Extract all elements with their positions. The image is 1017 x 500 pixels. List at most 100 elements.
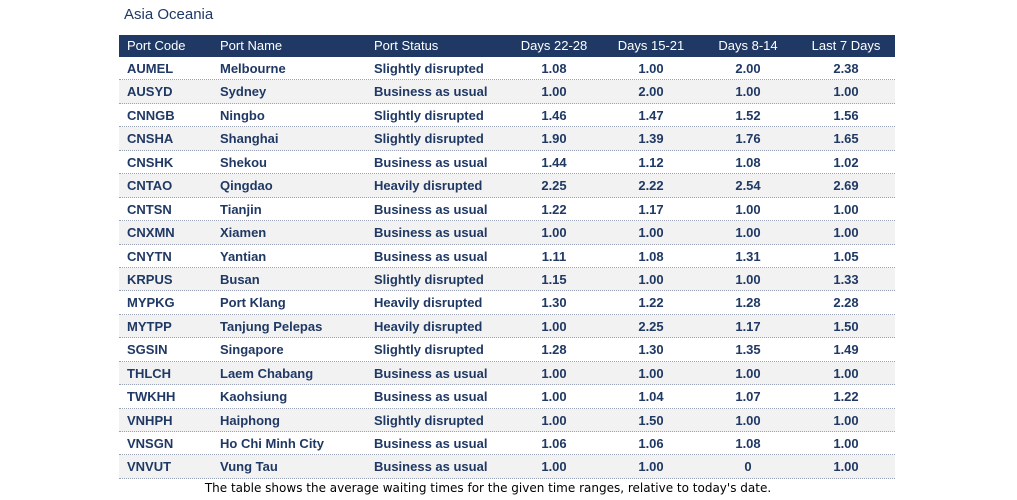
table-cell: 1.00: [833, 365, 859, 381]
table-cell: Business as usual: [374, 365, 488, 381]
table-cell: Slightly disrupted: [374, 342, 484, 358]
table-row: CNSHA Shanghai Slightly disrupted 1.90 1.39 1…: [119, 127, 895, 151]
table-row: CNYTN Yantian Business as usual 1.11 1.08 1.3…: [119, 245, 895, 268]
table-cell: 0: [744, 459, 752, 475]
table-cell: 1.46: [541, 107, 567, 123]
header-cell: Last 7 Days: [811, 38, 881, 53]
table-cell: 1.47: [638, 107, 664, 123]
table-cell: Business as usual: [374, 389, 488, 405]
table-cell: 1.12: [638, 154, 664, 170]
table-cell: 1.56: [833, 107, 859, 123]
table-cell: Ho Chi Minh City: [220, 436, 324, 451]
table-cell: 1.04: [638, 389, 664, 405]
table-cell: 1.52: [735, 107, 761, 123]
table-row: MYPKG Port Klang Heavily disrupted 1.30 1.22…: [119, 291, 895, 315]
table-cell: 1.28: [735, 295, 761, 311]
table-cell: 1.00: [833, 412, 859, 428]
table-cell: Slightly disrupted: [374, 107, 484, 123]
table-row: KRPUS Busan Slightly disrupted 1.15 1.00 1.00…: [119, 267, 895, 292]
table-cell: VNVUT: [127, 459, 172, 475]
table-cell: Melbourne: [220, 61, 286, 76]
table-cell: 1.00: [638, 271, 664, 287]
table-cell: TWKHH: [127, 389, 176, 405]
table-cell: VNSGN: [127, 436, 174, 451]
table-cell: 1.00: [541, 225, 567, 241]
table-cell: 1.30: [638, 342, 664, 358]
table-row: CNSHK Shekou Business as usual 1.44 1.12 1.08…: [119, 151, 895, 175]
table-cell: THLCH: [127, 365, 172, 381]
table-cell: 2.69: [833, 178, 859, 194]
table-cell: 1.00: [638, 365, 664, 381]
table-cell: 1.00: [735, 365, 761, 381]
table-cell: 1.15: [541, 271, 567, 287]
table-cell: 1.11: [541, 248, 567, 264]
table-cell: 1.00: [833, 436, 859, 451]
table-cell: 2.28: [833, 295, 859, 311]
table-cell: 1.00: [638, 61, 664, 76]
table-cell: 1.00: [541, 365, 567, 381]
table-cell: CNYTN: [127, 248, 172, 264]
table-cell: 1.00: [541, 412, 567, 428]
table-row: VNVUT Vung Tau Business as usual 1.00 1.00 0 1…: [119, 455, 895, 479]
table-cell: 1.00: [638, 225, 664, 241]
table-cell: 2.54: [735, 178, 761, 194]
table-cell: 1.00: [541, 459, 567, 475]
table-title: Asia Oceania: [124, 6, 214, 23]
table-cell: Tanjung Pelepas: [220, 318, 323, 334]
table-cell: 1.00: [833, 84, 859, 100]
header-row: Port Code Port Name Port Status Days 22-28 D…: [119, 35, 895, 57]
table-cell: CNXMN: [127, 225, 175, 241]
table-cell: Business as usual: [374, 248, 488, 264]
table-cell: Qingdao: [220, 178, 273, 194]
table-cell: 2.25: [541, 178, 567, 194]
table: Port Code Port Name Port Status Days 22-28 D…: [119, 35, 895, 479]
table-cell: 1.08: [541, 61, 567, 76]
table-cell: Laem Chabang: [220, 365, 314, 381]
caption: The table shows the average waiting time…: [204, 481, 772, 495]
table-cell: Shanghai: [220, 131, 279, 147]
table-cell: 1.00: [833, 225, 859, 241]
table-cell: 1.50: [833, 318, 859, 334]
table-cell: 1.00: [735, 412, 761, 428]
table-cell: Business as usual: [374, 84, 488, 100]
table-cell: 1.28: [541, 342, 567, 358]
table-cell: 1.00: [833, 459, 859, 475]
table-cell: 2.22: [638, 178, 664, 194]
table-cell: Ningbo: [220, 107, 265, 123]
table-cell: CNNGB: [127, 107, 175, 123]
table-row: MYTPP Tanjung Pelepas Heavily disrupted 1.0…: [119, 314, 895, 339]
table-cell: Slightly disrupted: [374, 412, 484, 428]
table-cell: 1.31: [735, 248, 761, 264]
table-row: AUSYD Sydney Business as usual 1.00 2.00 1.00…: [119, 80, 895, 104]
table-cell: 1.49: [833, 342, 859, 358]
table-cell: 1.76: [735, 131, 761, 147]
table-cell: Slightly disrupted: [374, 131, 484, 147]
table-cell: Sydney: [220, 84, 267, 100]
table-cell: Xiamen: [220, 225, 267, 241]
header-cell: Port Code: [127, 38, 186, 53]
table-row: CNNGB Ningbo Slightly disrupted 1.46 1.47 1.5…: [119, 104, 895, 128]
table-cell: 1.00: [541, 318, 567, 334]
table-row: TWKHH Kaohsiung Business as usual 1.00 1.04 1…: [119, 385, 895, 409]
table-cell: 2.25: [638, 318, 664, 334]
table-row: CNTSN Tianjin Business as usual 1.22 1.17 1.0…: [119, 198, 895, 222]
table-cell: 1.17: [638, 201, 664, 217]
table-cell: Slightly disrupted: [374, 61, 484, 76]
table-cell: 1.00: [735, 84, 761, 100]
table-cell: 1.90: [541, 131, 567, 147]
table-cell: 1.65: [833, 131, 859, 147]
table-cell: Business as usual: [374, 436, 488, 451]
table-cell: 2.38: [833, 61, 859, 76]
table-cell: 1.00: [735, 201, 761, 217]
table-cell: KRPUS: [127, 271, 173, 287]
table-cell: 1.07: [735, 389, 761, 405]
table-cell: Heavily disrupted: [374, 178, 483, 194]
table-cell: Vung Tau: [220, 459, 278, 475]
table-cell: CNTAO: [127, 178, 173, 194]
table-cell: 1.39: [638, 131, 664, 147]
table-row: SGSIN Singapore Slightly disrupted 1.28 1.30…: [119, 338, 895, 362]
header-cell: Port Name: [220, 38, 283, 53]
table-row: CNXMN Xiamen Business as usual 1.00 1.00 1.00…: [119, 221, 895, 245]
table-cell: Tianjin: [220, 201, 262, 217]
